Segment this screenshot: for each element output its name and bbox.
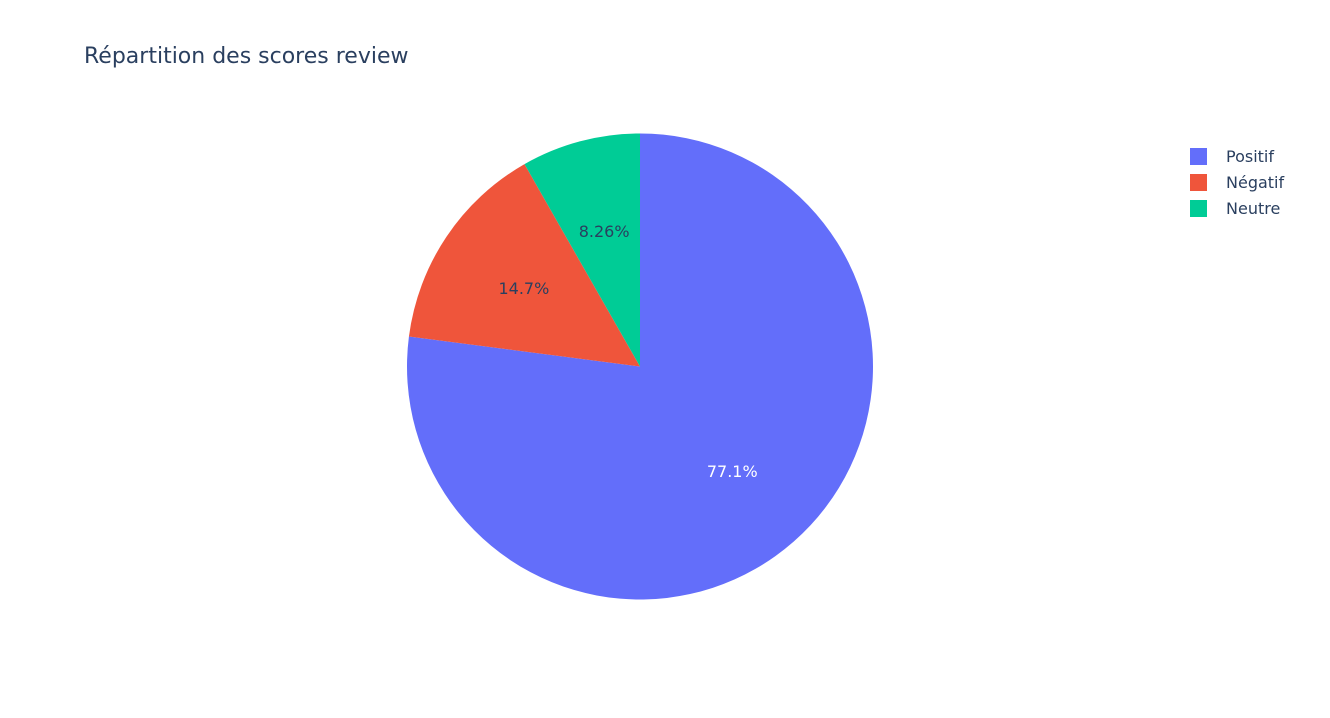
slice-label-neutre: 8.26%: [579, 222, 630, 241]
slice-label-négatif: 14.7%: [498, 279, 549, 298]
pie-slice-neutre[interactable]: [524, 133, 640, 367]
pie-slice-négatif[interactable]: [408, 164, 640, 367]
pie-labels: 77.1% 14.7% 8.26%: [498, 222, 757, 481]
slice-label-positif: 77.1%: [707, 462, 758, 481]
legend-swatch-negatif: [1190, 173, 1207, 191]
chart-title: Répartition des scores review: [84, 44, 409, 69]
legend-label-positif: Positif: [1226, 146, 1274, 166]
legend-swatch-neutre: [1190, 199, 1207, 217]
pie-slices: [407, 133, 873, 600]
legend-item-neutre[interactable]: Neutre: [1190, 195, 1284, 221]
legend-label-negatif: Négatif: [1226, 172, 1285, 192]
legend-item-negatif[interactable]: Négatif: [1190, 169, 1284, 195]
legend-item-positif[interactable]: Positif: [1190, 143, 1284, 169]
legend-label-neutre: Neutre: [1226, 198, 1281, 218]
legend-swatch-positif: [1190, 147, 1207, 165]
legend: Positif Négatif Neutre: [1190, 143, 1284, 221]
